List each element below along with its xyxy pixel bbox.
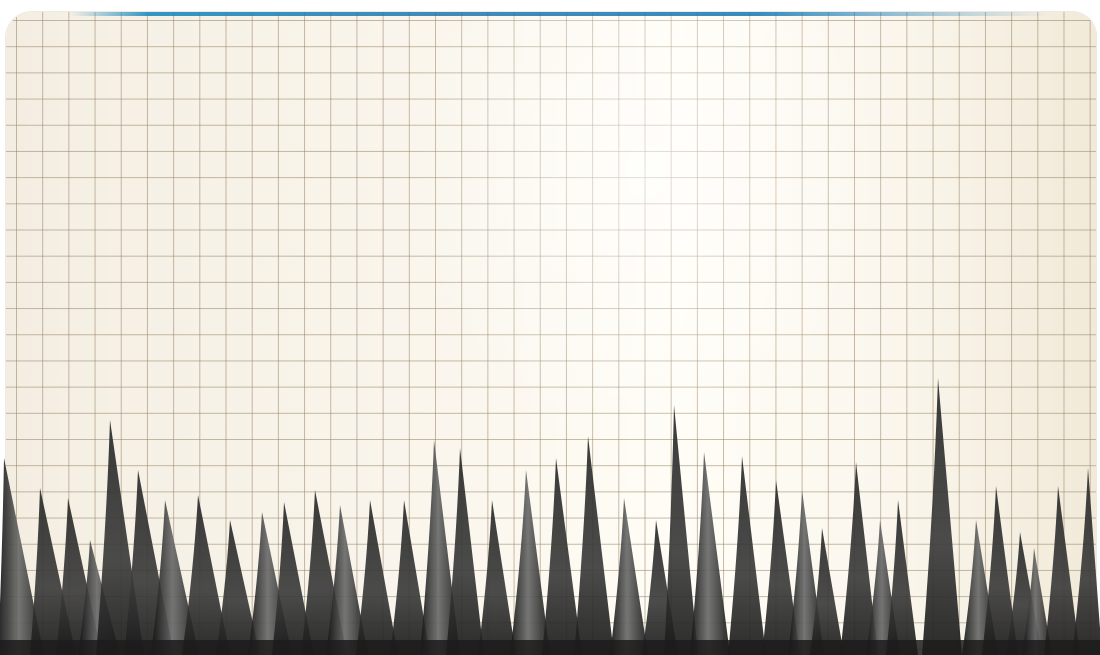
ink-base-band bbox=[0, 640, 1100, 655]
light-glare bbox=[6, 12, 1096, 655]
ink-spike bbox=[326, 505, 368, 655]
ink-spike bbox=[886, 500, 918, 655]
ink-spike bbox=[574, 436, 614, 655]
ink-spike bbox=[610, 498, 648, 655]
ink-spike bbox=[478, 500, 516, 655]
ink-spike bbox=[922, 378, 962, 655]
ink-spike bbox=[1044, 486, 1080, 655]
ink-spike bbox=[446, 448, 484, 655]
ink-spike bbox=[810, 528, 844, 655]
ink-spike bbox=[664, 405, 698, 655]
ink-spike bbox=[982, 486, 1018, 655]
ink-spike bbox=[1022, 548, 1052, 655]
ink-spike bbox=[216, 520, 260, 655]
ink-spikes bbox=[0, 378, 1100, 655]
blue-ink-edge bbox=[70, 12, 1050, 16]
ink-spike bbox=[182, 495, 230, 655]
ink-spike bbox=[356, 500, 398, 655]
ink-spike bbox=[542, 458, 582, 655]
ink-spike bbox=[728, 456, 766, 655]
ink-spike bbox=[690, 452, 730, 655]
ink-spike bbox=[0, 458, 44, 655]
ink-spike bbox=[510, 470, 550, 655]
ink-spike bbox=[272, 502, 314, 655]
ink-spike bbox=[840, 462, 878, 655]
ink-spike bbox=[762, 480, 800, 655]
ink-spike bbox=[390, 500, 430, 655]
graph-paper-sheet bbox=[6, 12, 1096, 655]
ink-spike bbox=[420, 440, 460, 655]
ink-spike bbox=[1072, 468, 1100, 655]
